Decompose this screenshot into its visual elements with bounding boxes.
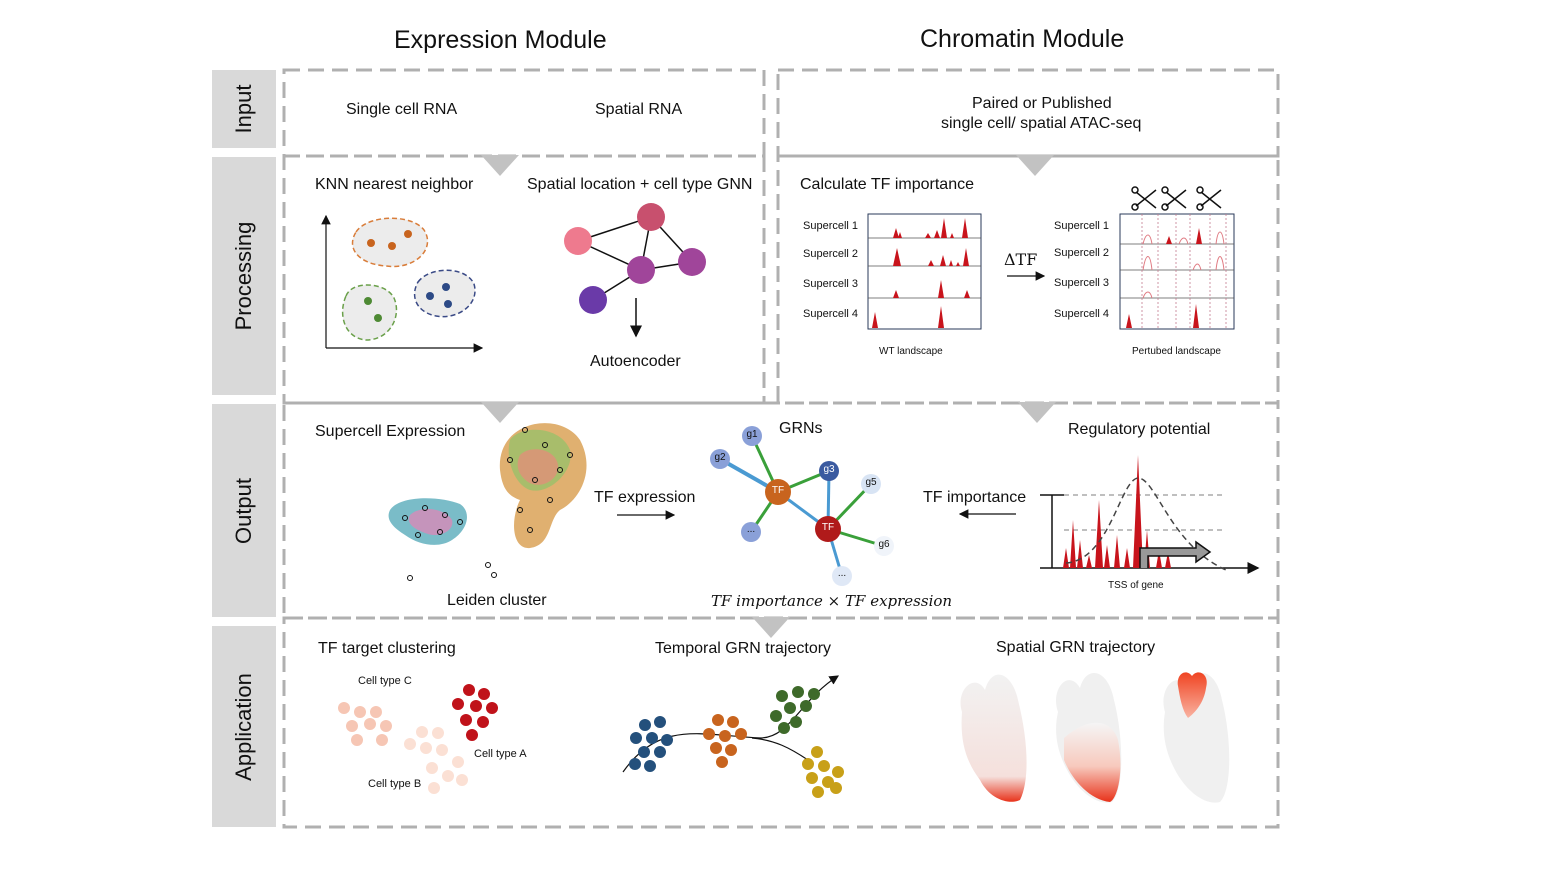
grn-node-g1: g1 (746, 429, 758, 440)
atac-label-line2: single cell/ spatial ATAC-seq (941, 115, 1142, 132)
grn-node-g2: g2 (714, 452, 726, 463)
cell-type-a-label: Cell type A (474, 748, 527, 760)
spatial-trajectory (960, 672, 1230, 803)
grn-node-g6: g6 (878, 539, 890, 550)
input-chromatin-border (776, 68, 1280, 158)
expression-module-title: Expression Module (394, 26, 607, 54)
pert-supercell-1: Supercell 1 (1054, 220, 1110, 232)
tf-expression-label: TF expression (594, 489, 696, 506)
tf-importance-calc-label: Calculate TF importance (800, 176, 974, 193)
umap-plot (388, 423, 587, 581)
row-label-input: Input (212, 70, 276, 148)
regulatory-potential-plot (1040, 455, 1260, 574)
perturbed-landscape-label: Pertubed landscape (1132, 346, 1221, 357)
grn-node-ellipsis-2: ... (837, 568, 847, 579)
gnn-graph (564, 203, 706, 338)
wt-supercell-2: Supercell 2 (803, 248, 859, 260)
row-label-output: Output (212, 404, 276, 617)
cell-type-b-label: Cell type B (368, 778, 422, 790)
wt-supercell-3: Supercell 3 (803, 278, 859, 290)
grn-node-g3: g3 (823, 464, 835, 475)
row-label-processing: Processing (212, 157, 276, 395)
wt-landscape-label: WT landscape (879, 346, 943, 357)
wt-landscape (867, 213, 982, 330)
grn-network (710, 426, 894, 586)
wt-supercell-4: Supercell 4 (803, 308, 859, 320)
scissors-icons (1131, 186, 1222, 211)
tss-label: TSS of gene (1108, 580, 1164, 591)
temporal-trajectory (622, 675, 844, 798)
temporal-grn-label: Temporal GRN trajectory (655, 640, 832, 657)
tf-importance-label: TF importance (923, 489, 1027, 506)
row-label-application: Application (212, 626, 276, 827)
wt-supercell-1: Supercell 1 (803, 220, 859, 232)
chromatin-module-title: Chromatin Module (920, 25, 1125, 53)
spatial-grn-label: Spatial GRN trajectory (996, 639, 1156, 656)
autoencoder-label: Autoencoder (590, 353, 681, 370)
flow-triangles (481, 155, 1056, 638)
knn-label: KNN nearest neighbor (315, 176, 474, 193)
single-cell-rna-label: Single cell RNA (346, 101, 458, 118)
perturbed-landscape (1119, 186, 1235, 330)
pert-supercell-3: Supercell 3 (1054, 277, 1110, 289)
cell-type-c-label: Cell type C (358, 675, 412, 687)
grn-node-tf-2: TF (821, 522, 835, 533)
supercell-expression-label: Supercell Expression (315, 423, 466, 440)
grn-node-tf-1: TF (771, 485, 785, 496)
spatial-rna-label: Spatial RNA (595, 101, 683, 118)
knn-plot (321, 214, 484, 353)
pert-supercell-2: Supercell 2 (1054, 247, 1110, 259)
gnn-label: Spatial location + cell type GNN (527, 176, 753, 193)
regulatory-potential-label: Regulatory potential (1068, 421, 1211, 438)
tf-target-clustering (338, 684, 498, 794)
atac-label-line1: Paired or Published (972, 95, 1112, 112)
grns-label: GRNs (779, 420, 823, 437)
leiden-cluster-label: Leiden cluster (447, 592, 547, 609)
grn-node-g5: g5 (865, 477, 877, 488)
grn-node-ellipsis-1: ... (746, 524, 756, 535)
delta-tf-label: ΔTF (1004, 250, 1038, 269)
tf-target-clustering-label: TF target clustering (318, 640, 456, 657)
pert-supercell-4: Supercell 4 (1054, 308, 1110, 320)
formula-label: TF importance × TF expression (711, 592, 953, 610)
